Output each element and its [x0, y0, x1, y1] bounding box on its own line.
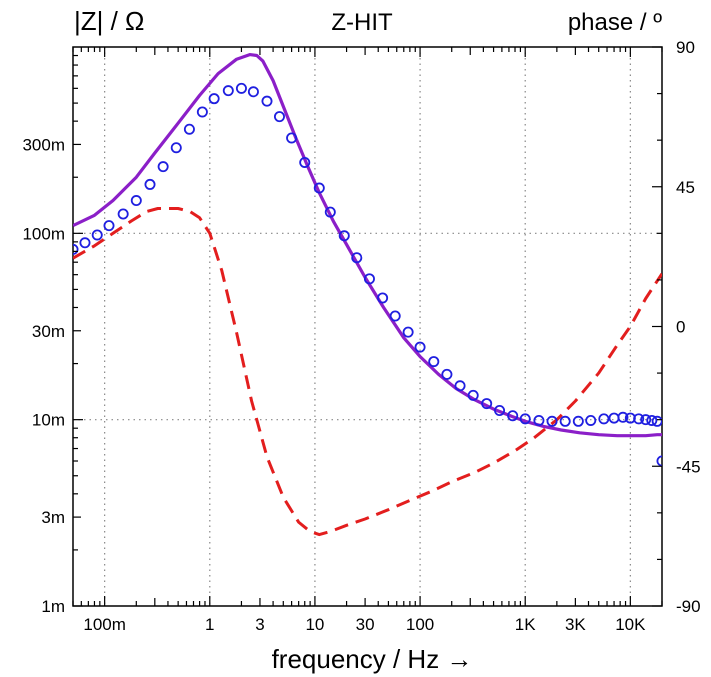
impedance-point-26: [402, 326, 414, 338]
x-tick-label-1: 1: [205, 615, 214, 634]
impedance-point-40: [585, 414, 597, 426]
impedance-point-37: [546, 415, 558, 427]
y-left-tick-label-0: 1m: [41, 597, 65, 616]
impedance-point-27: [414, 341, 426, 353]
impedance-point-41: [598, 413, 610, 425]
x-axis-label: frequency / Hz →: [272, 644, 473, 674]
impedance-point-12: [222, 85, 234, 97]
impedance-point-33: [494, 404, 506, 416]
impedance-point-25: [389, 310, 401, 322]
impedance-point-35: [519, 413, 531, 425]
impedance-point-46: [640, 414, 652, 426]
impedance-point-13: [235, 82, 247, 94]
impedance-point-9: [183, 123, 195, 135]
impedance-point-24: [377, 292, 389, 304]
impedance-point-23: [363, 273, 375, 285]
impedance-point-30: [454, 380, 466, 392]
impedance-point-18: [299, 156, 311, 168]
impedance-point-43: [617, 411, 629, 423]
impedance-point-16: [273, 111, 285, 123]
impedance-point-34: [507, 410, 519, 422]
impedance-point-45: [633, 413, 645, 425]
impedance-point-10: [196, 106, 208, 118]
series-group: [73, 53, 662, 537]
x-tick-label-2: 3: [255, 615, 264, 634]
grid: [73, 47, 662, 606]
impedance-point-11: [208, 93, 220, 105]
title-impedance: |Z| / Ω: [74, 6, 145, 36]
impedance-point-22: [351, 252, 363, 264]
x-tick-label-7: 3K: [565, 615, 586, 634]
y-right-tick-label-4: -90: [676, 597, 701, 616]
y-right-tick-label-2: 0: [676, 318, 685, 337]
y-left-tick-label-5: 300m: [22, 135, 65, 154]
y-left-tick-label-2: 10m: [32, 411, 65, 430]
impedance-point-20: [324, 206, 336, 218]
impedance-point-4: [117, 208, 129, 220]
impedance-point-29: [441, 368, 453, 380]
impedance-point-47: [646, 414, 658, 426]
impedance-point-39: [572, 415, 584, 427]
ticks-layer: 100m 1 3 10 30 100 1K 3K 10K 1m 3m 10m 30m 100m 300m 90…: [22, 38, 700, 634]
impedance-point-2: [91, 229, 103, 241]
impedance-point-31: [467, 389, 479, 401]
impedance-point-48: [651, 415, 662, 427]
x-tick-label-6: 1K: [515, 615, 536, 634]
y-right-tick-label-3: -45: [676, 457, 701, 476]
impedance-point-0: [73, 243, 79, 255]
impedance-point-19: [313, 182, 325, 194]
impedance-point-15: [261, 95, 273, 107]
y-right-tick-label-1: 45: [676, 178, 695, 197]
impedance-point-28: [428, 356, 440, 368]
impedance-point-1: [79, 237, 91, 249]
impedance-point-36: [533, 414, 545, 426]
x-tick-label-8: 10K: [615, 615, 646, 634]
impedance-point-5: [130, 195, 142, 207]
impedance-point-8: [170, 142, 182, 154]
impedance-point-17: [286, 132, 298, 144]
title-zhit: Z-HIT: [331, 9, 393, 36]
plot-frame: [72, 46, 663, 607]
x-tick-label-3: 10: [305, 615, 324, 634]
impedance-point-21: [338, 230, 350, 242]
y-right-tick-label-0: 90: [676, 38, 695, 57]
y-left-tick-label-1: 3m: [41, 508, 65, 527]
impedance-point-38: [559, 415, 571, 427]
impedance-point-49: [656, 455, 662, 467]
impedance-point-7: [157, 161, 169, 173]
zhit-line: [73, 53, 662, 438]
series-layer: [73, 53, 662, 537]
impedance-point-42: [608, 412, 620, 424]
phase-line: [73, 207, 662, 537]
x-tick-label-0: 100m: [83, 615, 126, 634]
impedance-point-6: [144, 178, 156, 190]
title-phase: phase / º: [568, 9, 662, 36]
impedance-point-3: [103, 220, 115, 232]
y-left-tick-label-4: 100m: [22, 224, 65, 243]
impedance-point-14: [247, 86, 259, 98]
x-tick-label-5: 100: [406, 615, 434, 634]
impedance-point-32: [481, 398, 493, 410]
y-left-tick-label-3: 30m: [32, 322, 65, 341]
x-tick-label-4: 30: [356, 615, 375, 634]
